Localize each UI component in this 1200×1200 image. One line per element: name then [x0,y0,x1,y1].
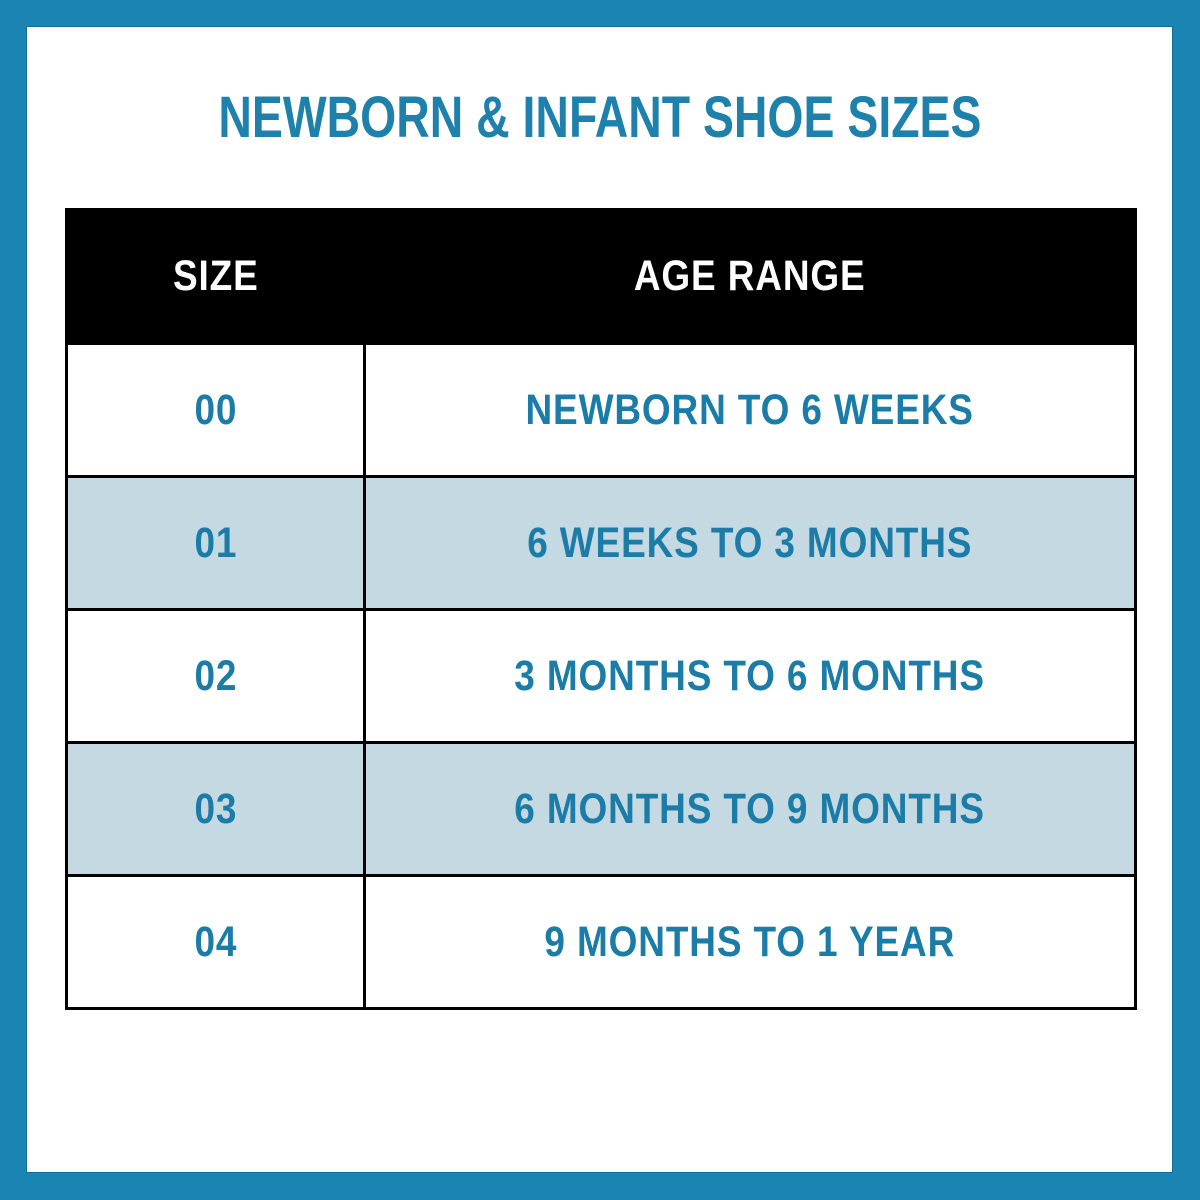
size-cell: 03 [65,741,366,877]
age-range-cell: 6 MONTHS TO 9 MONTHS [363,741,1137,877]
column-header-age-range-label: AGE RANGE [634,252,866,300]
age-range-value: 6 MONTHS TO 9 MONTHS [514,784,986,833]
column-header-size-label: SIZE [172,252,259,300]
table-header-row: SIZE AGE RANGE [65,208,1137,345]
page-title-text: NEWBORN & INFANT SHOE SIZES [217,85,982,150]
age-range-value: 9 MONTHS TO 1 YEAR [544,917,956,966]
size-value: 01 [194,518,237,567]
size-value: 02 [194,651,237,700]
age-range-cell: 9 MONTHS TO 1 YEAR [363,874,1137,1010]
age-range-value: 6 WEEKS TO 3 MONTHS [527,518,973,567]
column-header-age-range: AGE RANGE [363,208,1137,345]
size-value: 04 [194,917,237,966]
age-range-cell: NEWBORN TO 6 WEEKS [363,342,1137,478]
size-value: 00 [194,385,237,434]
age-range-value: 3 MONTHS TO 6 MONTHS [514,651,986,700]
age-range-cell: 3 MONTHS TO 6 MONTHS [363,608,1137,744]
size-cell: 01 [65,475,366,611]
column-header-size: SIZE [65,208,366,345]
table-row: 01 6 WEEKS TO 3 MONTHS [65,475,1137,611]
table-row: 02 3 MONTHS TO 6 MONTHS [65,608,1137,744]
size-cell: 02 [65,608,366,744]
size-table: SIZE AGE RANGE 00 NEWBORN TO 6 WEEKS 01 … [65,208,1137,1010]
table-row: 04 9 MONTHS TO 1 YEAR [65,874,1137,1010]
table-row: 00 NEWBORN TO 6 WEEKS [65,342,1137,478]
content-card: NEWBORN & INFANT SHOE SIZES SIZE AGE RAN… [27,27,1172,1172]
age-range-value: NEWBORN TO 6 WEEKS [525,385,975,434]
size-cell: 04 [65,874,366,1010]
size-value: 03 [194,784,237,833]
size-cell: 00 [65,342,366,478]
age-range-cell: 6 WEEKS TO 3 MONTHS [363,475,1137,611]
page-title: NEWBORN & INFANT SHOE SIZES [27,89,1172,147]
table-row: 03 6 MONTHS TO 9 MONTHS [65,741,1137,877]
